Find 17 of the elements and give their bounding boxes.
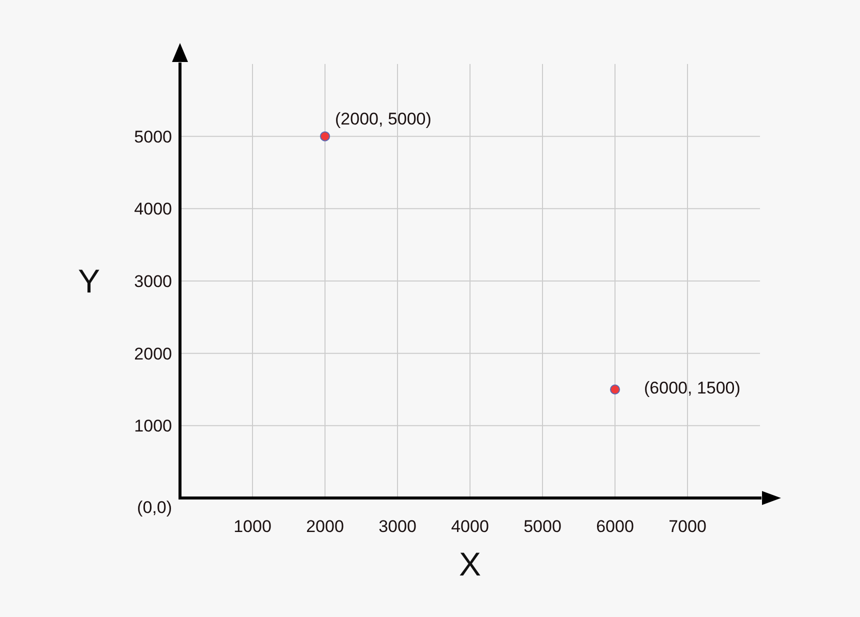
data-label: (6000, 1500) (644, 378, 740, 398)
x-tick-label: 7000 (668, 517, 706, 536)
y-tick-label: 3000 (134, 272, 172, 292)
y-tick-label: 4000 (134, 200, 172, 219)
y-tick-label: (0,0) (137, 498, 172, 518)
x-axis-title: X (458, 545, 482, 582)
y-tick-label: 1000 (134, 416, 172, 436)
y-axis-title: Y (78, 262, 100, 300)
x-tick-label: 4000 (451, 517, 489, 536)
x-tick-label: 6000 (596, 517, 634, 536)
x-tick-label: 2000 (306, 517, 344, 536)
y-tick-label: 5000 (134, 127, 172, 146)
data-label: (2000, 5000) (335, 109, 432, 128)
x-tick-label: 3000 (378, 517, 416, 536)
y-tick-label: 2000 (134, 344, 172, 364)
x-tick-label: 1000 (234, 517, 272, 536)
x-tick-label: 5000 (524, 517, 562, 536)
